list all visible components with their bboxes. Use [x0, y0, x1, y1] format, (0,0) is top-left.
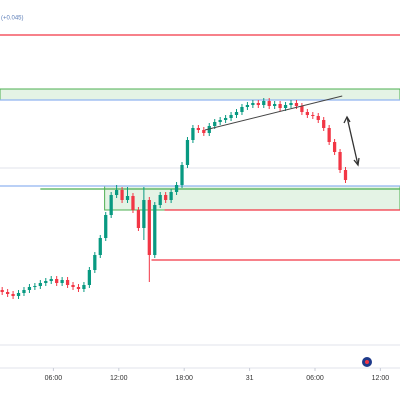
candle-body: [87, 270, 92, 285]
candle-body: [185, 140, 190, 165]
x-tick-label: 06:00: [45, 375, 63, 382]
candle-body: [33, 286, 37, 287]
candle-body: [338, 152, 342, 170]
x-tick-label: 31: [246, 375, 254, 382]
candle-body: [202, 130, 206, 133]
candle-body: [60, 280, 64, 283]
candle-body: [311, 115, 315, 116]
candle-body: [262, 101, 266, 105]
x-tick-label: 18:00: [175, 375, 193, 382]
candle-body: [71, 285, 75, 287]
zone: [0, 88, 400, 101]
candle-body: [283, 105, 288, 108]
candle-body: [300, 106, 304, 112]
candle-body: [55, 279, 59, 283]
candle-body: [44, 281, 48, 283]
candle-body: [120, 190, 124, 200]
candle-body: [164, 195, 168, 200]
candle-body: [213, 122, 217, 126]
candle-body: [142, 200, 146, 228]
candle-body: [22, 290, 26, 293]
candle-body: [191, 128, 195, 140]
candle-body: [11, 294, 15, 296]
candle-body: [234, 112, 239, 115]
candle-body: [229, 115, 233, 118]
candle-body: [0, 290, 4, 292]
candle-body: [196, 128, 200, 130]
candle-body: [294, 103, 299, 106]
candle-body: [16, 293, 21, 296]
candle-body: [174, 185, 179, 192]
status-icon: [362, 357, 372, 367]
candle-body: [158, 195, 162, 205]
candle-body: [278, 104, 282, 108]
candle-body: [327, 128, 331, 142]
x-tick-label: 12:00: [110, 375, 128, 382]
candle-body: [251, 103, 255, 105]
candle-body: [305, 112, 309, 115]
plot: 06:00 12:00 18:00 31 06:00 12:00: [0, 34, 400, 382]
x-tick-label: 06:00: [306, 375, 324, 382]
candle-body: [153, 205, 157, 255]
candle-body: [256, 103, 260, 105]
candle-body: [207, 126, 211, 133]
candle-body: [131, 196, 135, 210]
candle-body: [114, 190, 119, 195]
candle-body: [218, 120, 222, 122]
change-label: (+0.045): [1, 16, 24, 22]
candle-body: [125, 196, 130, 200]
candle-body: [322, 120, 326, 128]
candle-body: [38, 283, 42, 286]
candle-body: [245, 105, 250, 107]
candle-body: [82, 285, 86, 289]
candle-body: [49, 279, 53, 281]
candle-body: [273, 104, 277, 106]
candle-body: [27, 287, 32, 290]
candle-body: [343, 170, 348, 180]
candle-body: [147, 200, 151, 255]
candle-body: [104, 215, 108, 238]
x-tick-label: 12:00: [372, 375, 390, 382]
candle-body: [223, 118, 228, 120]
candle-body: [136, 210, 141, 228]
candle-body: [332, 142, 337, 152]
candle-body: [267, 101, 271, 106]
candle-body: [98, 238, 102, 255]
candle-body: [289, 103, 293, 105]
candle-body: [109, 195, 113, 215]
candle-body: [169, 192, 173, 200]
candle-body: [240, 107, 244, 112]
candle-body: [316, 116, 320, 120]
candle-body: [65, 280, 70, 285]
candle-body: [5, 292, 10, 294]
trend-line: [204, 95, 343, 131]
candle-body: [93, 255, 97, 270]
candle-body: [76, 287, 81, 289]
candle-body: [180, 165, 184, 185]
measure-arrow: [343, 115, 360, 167]
